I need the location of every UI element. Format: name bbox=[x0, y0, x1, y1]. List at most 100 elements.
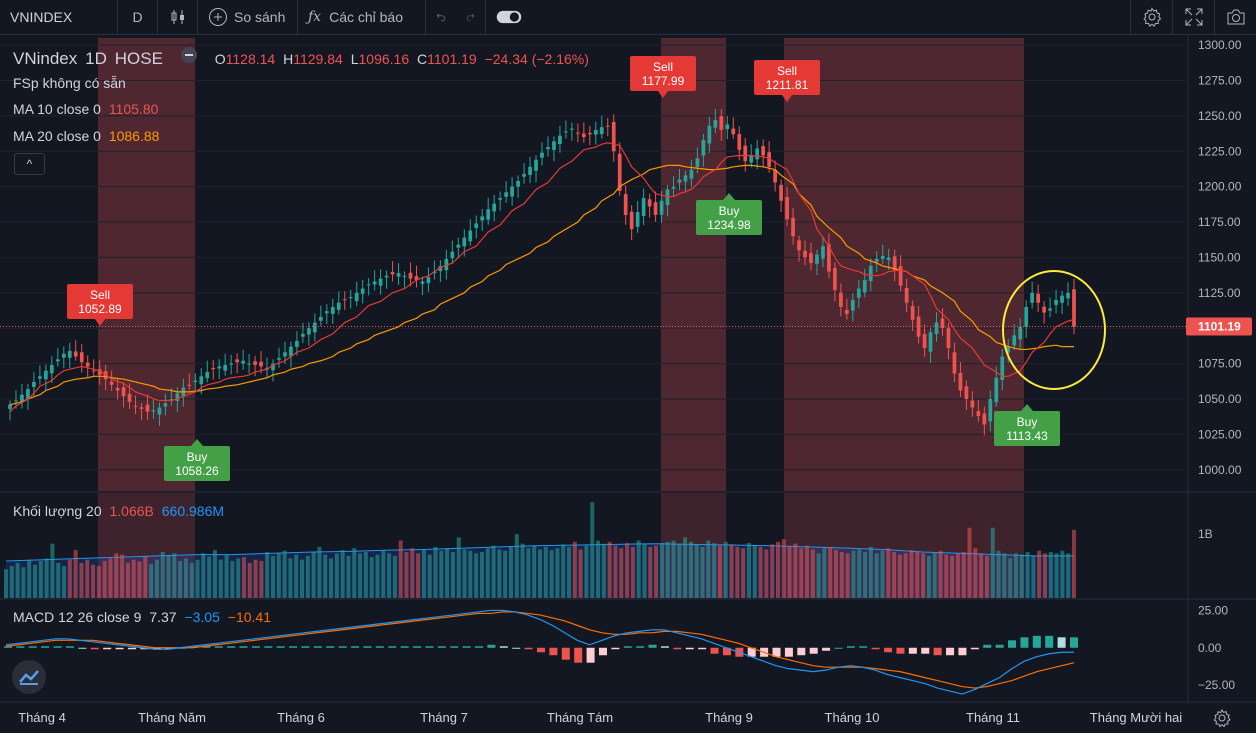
time-axis-label: Tháng Tám bbox=[547, 710, 613, 725]
volume-bar bbox=[619, 548, 624, 598]
volume-bar bbox=[79, 562, 84, 598]
ohlc-change: −24.34 (−2.16%) bbox=[484, 51, 589, 67]
volume-bar bbox=[178, 560, 183, 598]
macd-histogram-bar bbox=[809, 647, 818, 654]
macd-histogram-bar bbox=[437, 646, 446, 648]
candle-body bbox=[922, 334, 927, 349]
candle-body bbox=[109, 381, 114, 385]
volume-bar bbox=[154, 559, 159, 598]
signal-box bbox=[696, 200, 762, 235]
volume-bar bbox=[358, 553, 363, 598]
macd-histogram-bar bbox=[1032, 635, 1041, 648]
volume-bar bbox=[120, 554, 125, 598]
indicators-button[interactable]: ƒx Các chỉ báo bbox=[298, 0, 426, 34]
volume-bar bbox=[491, 545, 496, 598]
candle-body bbox=[719, 116, 724, 131]
volume-bar bbox=[346, 555, 351, 598]
volume-bar bbox=[590, 502, 595, 598]
volume-bar bbox=[317, 546, 322, 598]
fullscreen-button[interactable] bbox=[1172, 0, 1214, 34]
macd-histogram-bar bbox=[537, 647, 545, 653]
volume-bar bbox=[596, 540, 601, 598]
macd-histogram-bar bbox=[561, 647, 570, 660]
candle-body bbox=[629, 211, 634, 230]
macd-histogram-bar bbox=[710, 647, 719, 654]
candle-body bbox=[67, 350, 72, 358]
toolbar-right bbox=[1130, 0, 1256, 34]
tradingview-logo[interactable] bbox=[12, 660, 46, 694]
undo-button[interactable] bbox=[426, 0, 456, 34]
volume-bar bbox=[56, 562, 61, 598]
signal-price: 1177.99 bbox=[642, 74, 685, 88]
axis-settings-button[interactable] bbox=[1212, 708, 1232, 728]
volume-bar bbox=[15, 562, 20, 598]
candle-body bbox=[217, 366, 222, 369]
volume-bar bbox=[677, 543, 682, 598]
signal-box bbox=[754, 60, 820, 95]
price-tick-label: 1050.00 bbox=[1198, 392, 1242, 406]
candle-body bbox=[14, 400, 18, 402]
candle-body bbox=[468, 230, 473, 242]
volume-bar bbox=[27, 559, 32, 598]
ohlc-h-label: H bbox=[283, 51, 294, 67]
macd-histogram-bar bbox=[908, 647, 917, 654]
volume-bar bbox=[625, 543, 630, 598]
compare-button[interactable]: So sánh bbox=[198, 0, 298, 34]
macd-histogram-bar bbox=[450, 646, 459, 648]
price-tick-label: 1300.00 bbox=[1198, 38, 1242, 52]
volume-bar bbox=[822, 548, 827, 598]
last-price-tag bbox=[1186, 317, 1252, 336]
candle-body bbox=[61, 353, 66, 358]
legend-options-icon[interactable] bbox=[180, 47, 197, 63]
macd-histogram-bar bbox=[475, 646, 484, 648]
candle-body bbox=[892, 256, 897, 271]
macd-value: −3.05 bbox=[184, 609, 220, 625]
volume-bar bbox=[601, 543, 606, 598]
volume-bar bbox=[764, 549, 769, 598]
macd-histogram-bar bbox=[90, 647, 99, 650]
settings-button[interactable] bbox=[1130, 0, 1172, 34]
ma20-value: 1086.88 bbox=[108, 128, 160, 144]
snapshot-button[interactable] bbox=[1214, 0, 1256, 34]
candle-body bbox=[510, 186, 514, 197]
signal-price: 1113.43 bbox=[1006, 429, 1048, 443]
candle-body bbox=[707, 125, 712, 144]
chart-area[interactable]: 1300.00 1275.00 1250.00 1225.00 1200.00 1175.… bbox=[0, 35, 1256, 733]
volume-bar bbox=[781, 539, 786, 598]
volume-bar bbox=[160, 552, 165, 598]
macd-histogram-bar bbox=[636, 646, 645, 648]
volume-bar bbox=[926, 555, 931, 598]
candle-body bbox=[85, 362, 90, 367]
chart-style-button[interactable] bbox=[158, 0, 198, 34]
candle-body bbox=[408, 272, 413, 279]
indicators-label: Các chỉ báo bbox=[329, 9, 404, 25]
candle-body bbox=[755, 148, 760, 160]
signal-label: Sell bbox=[777, 64, 797, 78]
signal-pointer bbox=[1021, 404, 1033, 411]
volume-bar bbox=[758, 546, 763, 598]
candle-body bbox=[133, 405, 138, 407]
candle-body bbox=[336, 302, 341, 310]
volume-bar bbox=[183, 558, 188, 598]
interval-button[interactable]: D bbox=[118, 0, 158, 34]
volume-bar bbox=[874, 553, 879, 598]
candle-body bbox=[737, 134, 742, 150]
candle-body bbox=[570, 128, 574, 130]
symbol-search-button[interactable]: VNINDEX bbox=[0, 0, 118, 34]
volume-bar bbox=[102, 560, 107, 598]
redo-button[interactable] bbox=[456, 0, 486, 34]
macd-histogram-bar bbox=[301, 646, 310, 648]
candle-body bbox=[450, 251, 455, 259]
volume-bar bbox=[839, 552, 844, 598]
candle-body bbox=[145, 404, 150, 412]
macd-histogram-bar bbox=[227, 646, 236, 648]
volume-bar bbox=[990, 527, 995, 598]
macd-histogram-bar bbox=[797, 647, 806, 656]
macd-histogram-bar bbox=[1057, 637, 1066, 648]
volume-bar bbox=[665, 541, 670, 598]
volume-bar bbox=[1002, 553, 1007, 598]
volume-bar bbox=[201, 553, 206, 598]
volume-bar bbox=[508, 546, 513, 598]
toggle-switch[interactable] bbox=[486, 0, 532, 34]
collapse-legend-button[interactable]: ^ bbox=[14, 153, 45, 175]
